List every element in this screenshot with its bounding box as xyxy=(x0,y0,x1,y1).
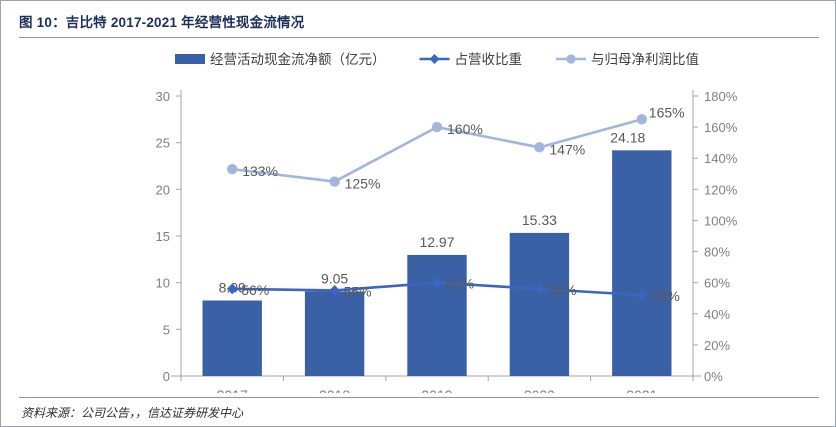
title-divider xyxy=(19,37,819,38)
point-label-2018: 125% xyxy=(345,176,381,192)
category-label: 2020 xyxy=(524,387,555,393)
left-axis-tick-label: 15 xyxy=(156,229,170,244)
right-axis-tick-label: 160% xyxy=(704,120,738,135)
page-title: 图 10：吉比特 2017-2021 年经营性现金流情况 xyxy=(19,15,305,30)
category-label: 2018 xyxy=(319,387,350,393)
line-marker-2017 xyxy=(227,163,238,175)
figure-title-row: 图 10：吉比特 2017-2021 年经营性现金流情况 xyxy=(19,13,817,39)
chart-area: 经营活动现金流净额（亿元） 占营收比重 与归母净利润比值 0 5 10 15 20 25 30 0%… xyxy=(1,41,835,393)
category-label: 2017 xyxy=(217,387,248,393)
legend-item-1: 经营活动现金流净额（亿元） xyxy=(175,52,386,67)
bar-label-2020: 15.33 xyxy=(522,212,557,228)
line-marker-2021 xyxy=(636,289,648,301)
line-marker-2021 xyxy=(636,114,647,125)
right-axis-tick-label: 180% xyxy=(704,89,738,104)
bar-label-2019: 12.97 xyxy=(419,234,454,250)
bar-2020 xyxy=(509,232,570,376)
point-label-2021: 165% xyxy=(649,104,685,120)
right-axis-tick-label: 40% xyxy=(704,307,730,322)
left-axis-tick-label: 0 xyxy=(163,369,170,384)
line-series-2: 133% 125% 160% 147% 165% xyxy=(227,104,685,192)
right-axis-tick-label: 80% xyxy=(704,245,730,260)
legend-marker-diamond xyxy=(429,54,440,64)
left-axis-tick-label: 30 xyxy=(156,89,170,104)
chart-svg: 经营活动现金流净额（亿元） 占营收比重 与归母净利润比值 0 5 10 15 20 25 30 0%… xyxy=(156,51,738,393)
category-label: 2019 xyxy=(421,387,452,393)
line-marker-2020 xyxy=(534,142,545,153)
point-label-2020: 147% xyxy=(549,141,585,157)
left-axis-tick-label: 5 xyxy=(163,322,170,337)
bar-2021 xyxy=(612,150,672,376)
point-label-2018: 55% xyxy=(344,283,372,299)
figure-source-row: 资料来源：公司公告，，信达证券研发中心 xyxy=(21,404,817,424)
chart-legend: 经营活动现金流净额（亿元） 占营收比重 与归母净利润比值 xyxy=(175,51,699,67)
bar-label-2021: 24.18 xyxy=(610,129,645,145)
line-marker-2018 xyxy=(329,285,340,296)
left-axis-tick-label: 10 xyxy=(156,276,170,291)
right-axis-tick-label: 20% xyxy=(704,338,730,353)
line-marker-2017 xyxy=(226,283,238,295)
right-axis-tick-label: 0% xyxy=(704,369,723,384)
legend-swatch-bar xyxy=(175,54,205,64)
point-label-2021: 52% xyxy=(652,288,680,304)
right-axis-tick-label: 60% xyxy=(704,276,730,291)
bar-label-2018: 9.05 xyxy=(321,271,348,287)
right-axis-tick-label: 100% xyxy=(704,213,738,228)
point-label-2020: 56% xyxy=(548,282,576,298)
bar-2019 xyxy=(407,254,467,376)
line-marker-2018 xyxy=(329,176,340,187)
point-label-2019: 60% xyxy=(446,276,474,292)
legend-label: 与归母净利润比值 xyxy=(591,51,699,67)
line-marker-2019 xyxy=(431,121,443,133)
left-axis-tick-label: 25 xyxy=(156,136,170,151)
line-marker-2019 xyxy=(431,277,443,289)
footer-divider xyxy=(19,397,819,398)
source-note: 资料来源：公司公告，，信达证券研发中心 xyxy=(21,406,244,420)
point-label-2017: 56% xyxy=(241,282,269,298)
bar-2018 xyxy=(304,291,365,376)
bar-2017 xyxy=(202,300,262,376)
point-label-2019: 160% xyxy=(447,121,483,137)
legend-marker-circle xyxy=(566,54,576,64)
right-axis-tick-label: 140% xyxy=(704,151,738,166)
bar-series xyxy=(202,150,672,376)
legend-item-3: 与归母净利润比值 xyxy=(556,51,699,67)
legend-label: 占营收比重 xyxy=(455,52,523,67)
line-series-1: 56% 55% 60% 56% 52% xyxy=(226,276,680,304)
legend-label: 经营活动现金流净额（亿元） xyxy=(210,52,386,67)
category-label: 2021 xyxy=(626,387,657,393)
legend-item-2: 占营收比重 xyxy=(419,52,523,67)
line-marker-2020 xyxy=(534,283,545,295)
left-axis-tick-label: 20 xyxy=(156,182,170,197)
right-axis-tick-label: 120% xyxy=(704,182,738,197)
point-label-2017: 133% xyxy=(242,163,278,179)
